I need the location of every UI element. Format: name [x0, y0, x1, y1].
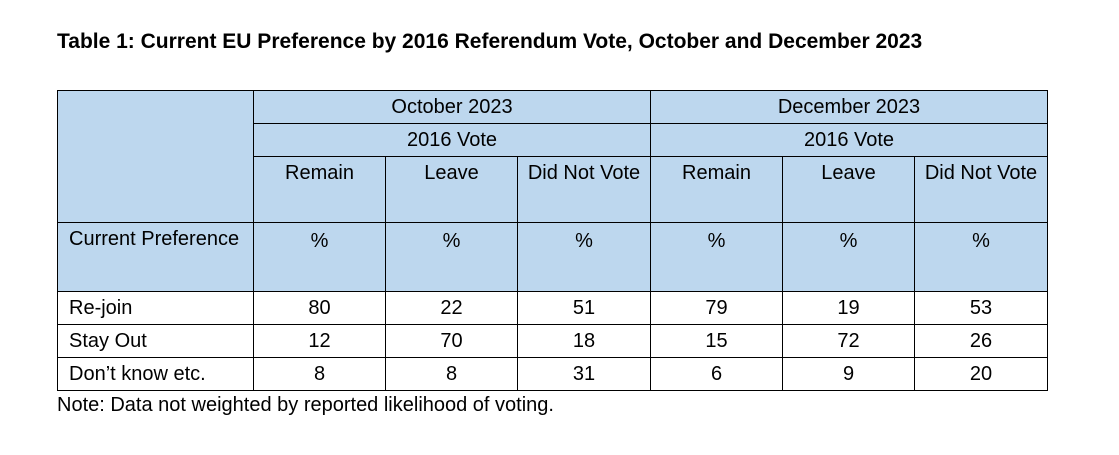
- blank-header-cell: [57, 90, 254, 223]
- row-label: Re-join: [57, 291, 254, 325]
- period-header-december: December 2023: [649, 90, 1049, 124]
- unit-cell: %: [782, 222, 915, 292]
- table-row: Re-join 80 22 51 79 19 53: [57, 291, 1049, 325]
- table-cell: 22: [385, 291, 518, 325]
- table-cell: 26: [913, 324, 1049, 358]
- table-title: Table 1: Current EU Preference by 2016 R…: [57, 30, 923, 53]
- table-cell: 15: [650, 324, 783, 358]
- unit-cell: %: [650, 222, 783, 292]
- subheader-october: 2016 Vote: [253, 123, 651, 157]
- table-note: Note: Data not weighted by reported like…: [57, 394, 554, 416]
- column-header: Leave: [782, 156, 915, 223]
- table-row: Stay Out 12 70 18 15 72 26: [57, 324, 1049, 358]
- table-cell: 80: [253, 291, 386, 325]
- unit-cell: %: [253, 222, 386, 292]
- unit-cell: %: [385, 222, 518, 292]
- row-label: Stay Out: [57, 324, 254, 358]
- column-header: Leave: [385, 156, 518, 223]
- eu-preference-table: October 2023 December 2023 2016 Vote 201…: [57, 90, 1049, 391]
- table-cell: 6: [650, 357, 783, 391]
- table-cell: 19: [782, 291, 915, 325]
- table-cell: 20: [913, 357, 1049, 391]
- table-cell: 12: [253, 324, 386, 358]
- table-cell: 53: [913, 291, 1049, 325]
- unit-cell: %: [517, 222, 651, 292]
- row-label-header: Current Preference: [57, 222, 254, 292]
- table-cell: 51: [517, 291, 651, 325]
- column-header: Did Not Vote: [913, 156, 1049, 223]
- row-label: Don’t know etc.: [57, 357, 254, 391]
- period-header-october: October 2023: [253, 90, 651, 124]
- table-cell: 8: [385, 357, 518, 391]
- table-cell: 9: [782, 357, 915, 391]
- table-cell: 72: [782, 324, 915, 358]
- table-row: Don’t know etc. 8 8 31 6 9 20: [57, 357, 1049, 391]
- subheader-december: 2016 Vote: [649, 123, 1049, 157]
- table-cell: 18: [517, 324, 651, 358]
- table-cell: 31: [517, 357, 651, 391]
- column-header: Remain: [253, 156, 386, 223]
- column-header: Remain: [650, 156, 783, 223]
- table-cell: 70: [385, 324, 518, 358]
- table-cell: 8: [253, 357, 386, 391]
- unit-cell: %: [913, 222, 1049, 292]
- table-cell: 79: [650, 291, 783, 325]
- column-header: Did Not Vote: [517, 156, 651, 223]
